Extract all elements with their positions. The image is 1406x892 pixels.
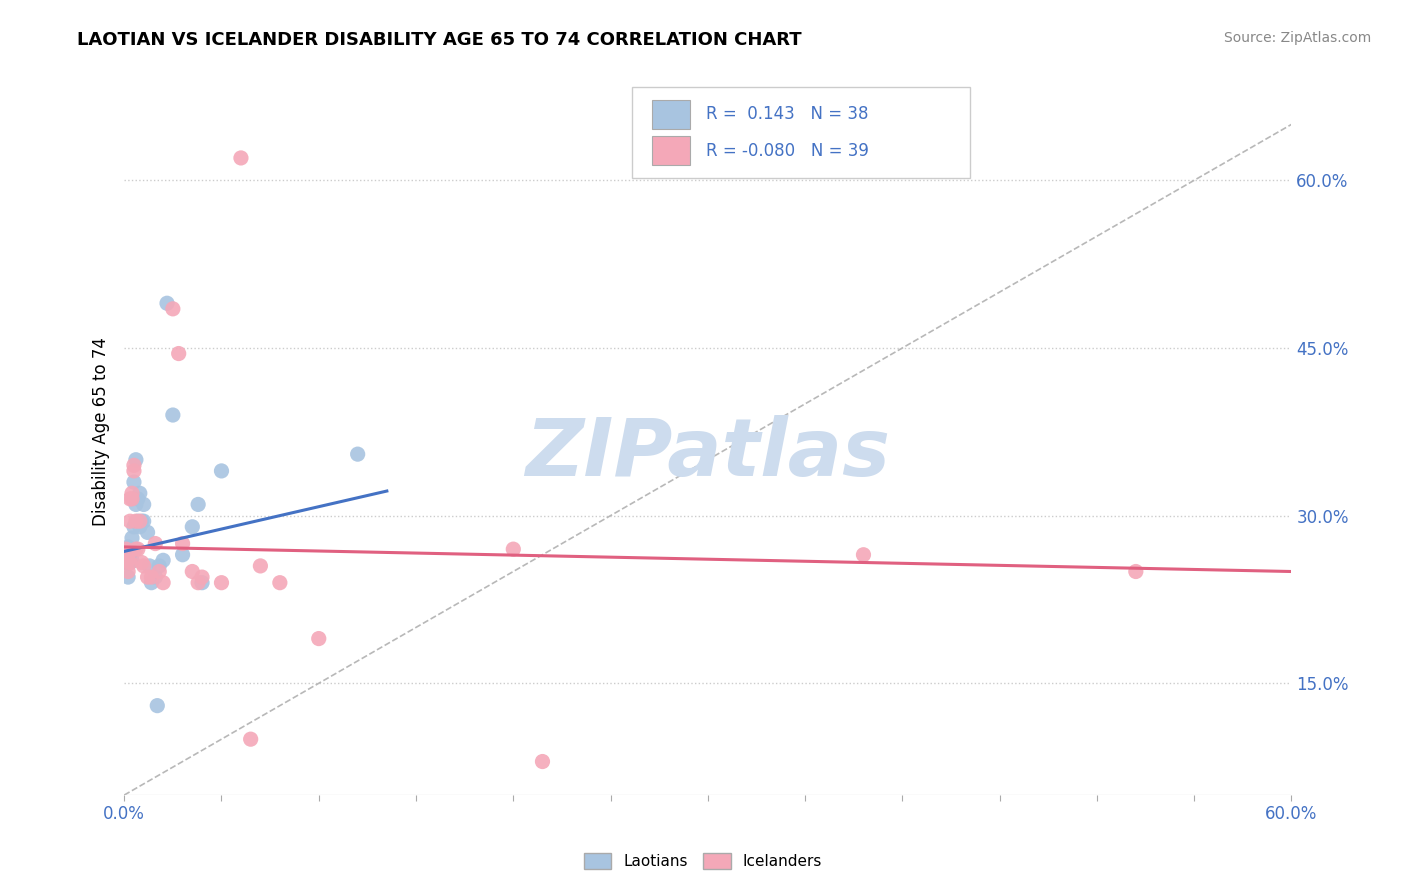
Point: [172, 548, 194, 562]
Point: [125, 542, 148, 557]
Point: [152, 575, 174, 590]
Point: [148, 565, 170, 579]
FancyBboxPatch shape: [631, 87, 970, 178]
Point: [346, 447, 368, 461]
Text: ZIPatlas: ZIPatlas: [526, 415, 890, 492]
Text: Source: ZipAtlas.com: Source: ZipAtlas.com: [1223, 31, 1371, 45]
Point: [120, 548, 142, 562]
Point: [269, 575, 291, 590]
Point: [121, 491, 143, 506]
Point: [115, 556, 138, 570]
Point: [117, 565, 139, 579]
Point: [152, 553, 174, 567]
Point: [191, 570, 214, 584]
Point: [136, 570, 159, 584]
Point: [117, 548, 139, 562]
Point: [141, 575, 163, 590]
Point: [187, 575, 209, 590]
Point: [115, 556, 138, 570]
Point: [132, 498, 155, 512]
FancyBboxPatch shape: [652, 100, 690, 128]
Point: [117, 553, 139, 567]
Point: [117, 540, 139, 554]
Point: [125, 452, 148, 467]
Point: [239, 732, 262, 747]
Point: [121, 486, 143, 500]
FancyBboxPatch shape: [652, 136, 690, 165]
Text: R = -0.080   N = 39: R = -0.080 N = 39: [706, 142, 869, 160]
Point: [120, 556, 142, 570]
Point: [120, 556, 142, 570]
Point: [136, 525, 159, 540]
Point: [120, 556, 142, 570]
Point: [132, 514, 155, 528]
Point: [191, 575, 214, 590]
Point: [125, 514, 148, 528]
Point: [502, 542, 524, 557]
Point: [117, 551, 139, 566]
Text: LAOTIAN VS ICELANDER DISABILITY AGE 65 TO 74 CORRELATION CHART: LAOTIAN VS ICELANDER DISABILITY AGE 65 T…: [77, 31, 801, 49]
Point: [146, 698, 169, 713]
Point: [120, 491, 142, 506]
Point: [122, 458, 145, 473]
Point: [115, 544, 138, 558]
Point: [122, 464, 145, 478]
Legend: Laotians, Icelanders: Laotians, Icelanders: [578, 847, 828, 875]
Point: [131, 514, 153, 528]
Point: [172, 536, 194, 550]
Point: [117, 570, 139, 584]
Point: [117, 556, 139, 570]
Point: [167, 346, 190, 360]
Point: [249, 558, 271, 573]
Point: [156, 296, 179, 310]
Point: [181, 565, 204, 579]
Point: [181, 520, 204, 534]
Point: [120, 514, 142, 528]
Point: [229, 151, 252, 165]
Point: [1125, 565, 1147, 579]
Text: R =  0.143   N = 38: R = 0.143 N = 38: [706, 105, 868, 123]
Point: [531, 755, 554, 769]
Point: [127, 491, 149, 506]
Point: [143, 570, 166, 584]
Point: [125, 498, 148, 512]
Point: [121, 531, 143, 545]
Point: [132, 558, 155, 573]
Point: [143, 536, 166, 550]
Point: [121, 553, 143, 567]
Point: [187, 498, 209, 512]
Point: [122, 520, 145, 534]
Point: [211, 575, 233, 590]
Point: [852, 548, 875, 562]
Point: [128, 520, 150, 534]
Point: [162, 408, 184, 422]
Point: [115, 542, 138, 557]
Point: [122, 475, 145, 489]
Point: [211, 464, 233, 478]
Point: [128, 514, 150, 528]
Point: [138, 558, 160, 573]
Point: [131, 556, 153, 570]
Point: [128, 486, 150, 500]
Point: [141, 570, 163, 584]
Point: [120, 542, 142, 557]
Point: [127, 514, 149, 528]
Point: [127, 542, 149, 557]
Point: [308, 632, 330, 646]
Y-axis label: Disability Age 65 to 74: Disability Age 65 to 74: [93, 337, 110, 526]
Point: [148, 558, 170, 573]
Point: [162, 301, 184, 316]
